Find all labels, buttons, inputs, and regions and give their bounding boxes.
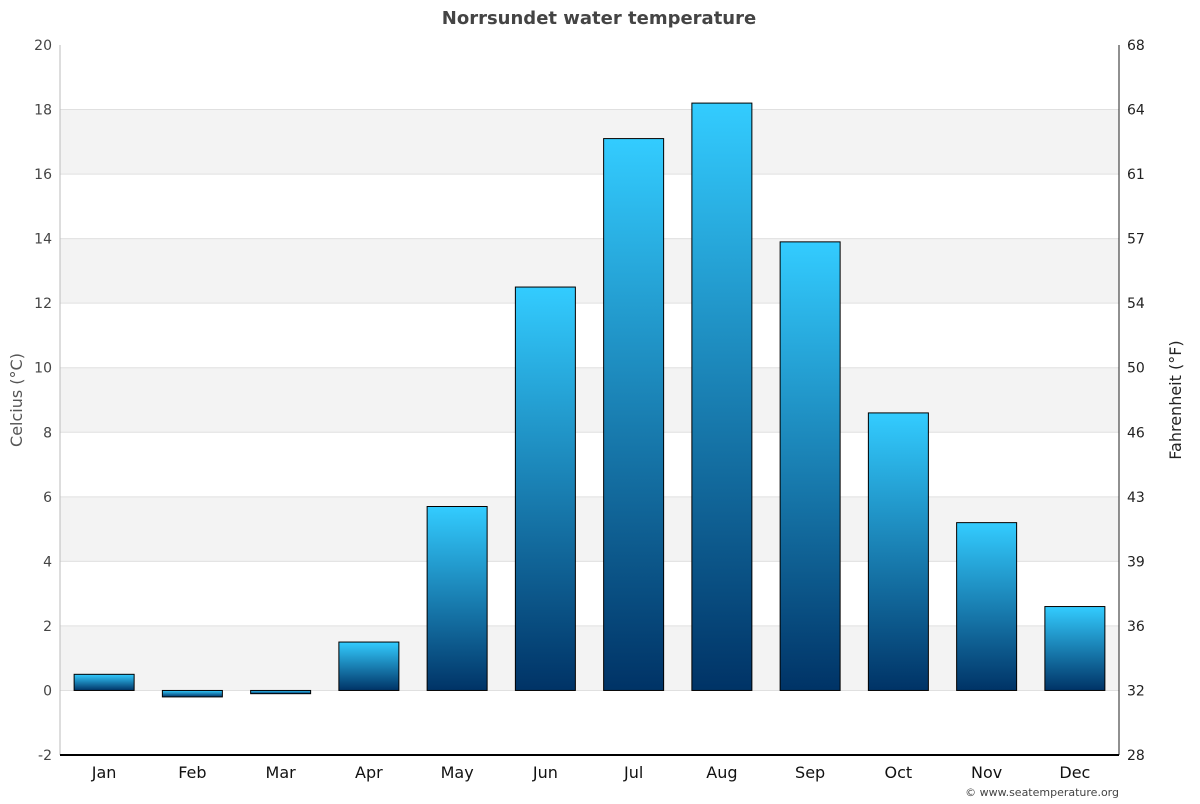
y2-tick-label: 64 bbox=[1127, 103, 1145, 119]
bar-jul bbox=[603, 138, 665, 691]
x-tick-label: Dec bbox=[1059, 763, 1090, 782]
x-tick-label: Jun bbox=[532, 763, 558, 782]
grid-band bbox=[60, 690, 1119, 755]
y-tick-label: 6 bbox=[43, 490, 52, 506]
grid-band bbox=[60, 561, 1119, 626]
y-tick-label: 0 bbox=[43, 683, 52, 699]
y-tick-label: 4 bbox=[43, 554, 52, 570]
grid-band bbox=[60, 367, 1119, 433]
y2-tick-label: 61 bbox=[1127, 167, 1145, 183]
y-tick-label: -2 bbox=[38, 748, 52, 764]
y2-tick-label: 32 bbox=[1127, 683, 1145, 699]
x-tick-label: Nov bbox=[971, 763, 1002, 782]
y-tick-label: 2 bbox=[43, 619, 52, 635]
bar-sep bbox=[779, 241, 841, 691]
x-tick-label: Apr bbox=[355, 763, 383, 782]
y-axis-label: Celcius (°C) bbox=[7, 353, 26, 447]
y2-tick-label: 50 bbox=[1127, 361, 1145, 377]
credit[interactable]: © www.seatemperature.org bbox=[965, 786, 1119, 799]
x-tick-label: Oct bbox=[885, 763, 913, 782]
bar-oct bbox=[867, 412, 929, 691]
x-tick-label: Jan bbox=[91, 763, 117, 782]
grid-band bbox=[60, 45, 1119, 110]
x-tick-label: Aug bbox=[706, 763, 737, 782]
grid-band bbox=[60, 109, 1119, 175]
x-tick-label: Mar bbox=[266, 763, 297, 782]
bar-nov bbox=[956, 522, 1018, 691]
y2-tick-label: 57 bbox=[1127, 232, 1145, 248]
bar-apr bbox=[338, 641, 400, 691]
y2-axis-label: Fahrenheit (°F) bbox=[1166, 340, 1185, 459]
y-tick-label: 14 bbox=[34, 232, 52, 248]
y-tick-label: 12 bbox=[34, 296, 52, 312]
x-tick-label: May bbox=[441, 763, 474, 782]
y-tick-label: 16 bbox=[34, 167, 52, 183]
y2-tick-label: 28 bbox=[1127, 748, 1145, 764]
y2-tick-label: 36 bbox=[1127, 619, 1145, 635]
grid-band bbox=[60, 174, 1119, 239]
bar-may bbox=[426, 506, 488, 691]
x-tick-label: Feb bbox=[178, 763, 206, 782]
x-tick-label: Jul bbox=[623, 763, 643, 782]
grid-band bbox=[60, 625, 1119, 691]
bar-dec bbox=[1044, 606, 1106, 691]
chart-title: Norrsundet water temperature bbox=[442, 8, 756, 29]
y-tick-label: 20 bbox=[34, 38, 52, 54]
y2-tick-label: 54 bbox=[1127, 296, 1145, 312]
y2-tick-label: 46 bbox=[1127, 425, 1145, 441]
grid-band bbox=[60, 496, 1119, 562]
bar-mar bbox=[250, 689, 312, 695]
y2-tick-label: 39 bbox=[1127, 554, 1145, 570]
bar-jun bbox=[514, 286, 576, 691]
y-tick-label: 8 bbox=[43, 425, 52, 441]
grid-band bbox=[60, 238, 1119, 304]
bar-jan bbox=[73, 673, 135, 691]
y-tick-label: 10 bbox=[34, 361, 52, 377]
y2-tick-label: 68 bbox=[1127, 38, 1145, 54]
y-tick-label: 18 bbox=[34, 103, 52, 119]
grid-band bbox=[60, 303, 1119, 368]
grid-band bbox=[60, 432, 1119, 497]
bar-aug bbox=[691, 102, 753, 691]
x-tick-label: Sep bbox=[795, 763, 825, 782]
bar-feb bbox=[161, 689, 223, 698]
y2-tick-label: 43 bbox=[1127, 490, 1145, 506]
